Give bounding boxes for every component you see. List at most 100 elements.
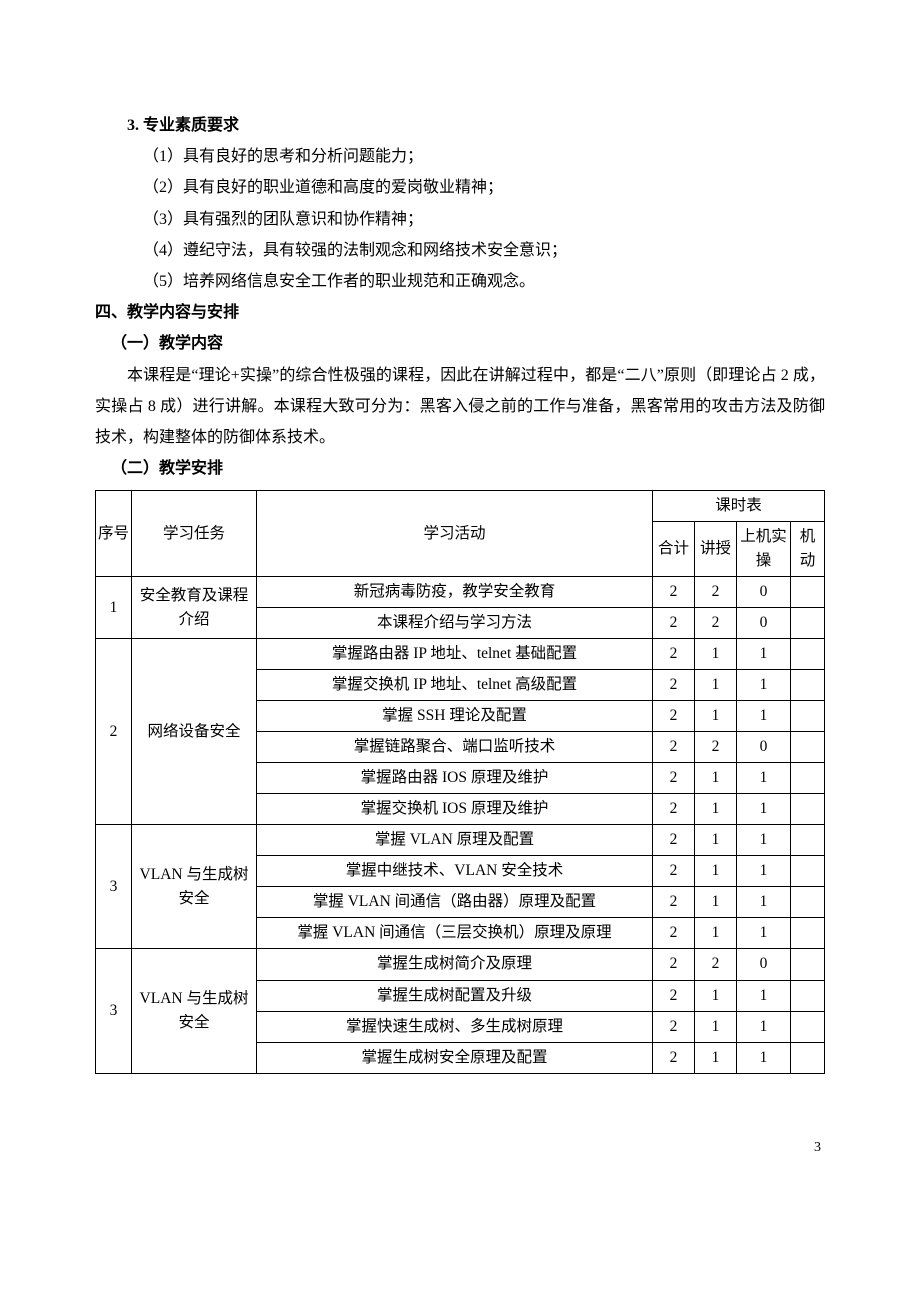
cell-lab: 1 (737, 670, 791, 701)
cell-total: 2 (653, 887, 695, 918)
header-flex: 机动 (791, 522, 825, 577)
cell-total: 2 (653, 608, 695, 639)
cell-task: VLAN 与生成树安全 (132, 825, 257, 949)
cell-lecture: 1 (695, 794, 737, 825)
cell-index: 3 (96, 825, 132, 949)
cell-total: 2 (653, 670, 695, 701)
cell-flex (791, 732, 825, 763)
cell-lecture: 1 (695, 825, 737, 856)
cell-lab: 1 (737, 1042, 791, 1073)
cell-lecture: 1 (695, 856, 737, 887)
header-schedule: 课时表 (653, 491, 825, 522)
cell-flex (791, 577, 825, 608)
cell-flex (791, 794, 825, 825)
cell-lab: 1 (737, 701, 791, 732)
cell-lecture: 1 (695, 639, 737, 670)
cell-total: 2 (653, 794, 695, 825)
cell-total: 2 (653, 918, 695, 949)
header-task: 学习任务 (132, 491, 257, 577)
cell-activity: 掌握交换机 IP 地址、telnet 高级配置 (257, 670, 653, 701)
cell-lecture: 2 (695, 949, 737, 980)
section3-item-1: （1）具有良好的思考和分析问题能力； (95, 141, 825, 172)
header-total: 合计 (653, 522, 695, 577)
cell-flex (791, 701, 825, 732)
table-row: 3VLAN 与生成树安全掌握生成树简介及原理220 (96, 949, 825, 980)
cell-flex (791, 639, 825, 670)
cell-task: 安全教育及课程介绍 (132, 577, 257, 639)
cell-task: 网络设备安全 (132, 639, 257, 825)
cell-lecture: 1 (695, 701, 737, 732)
section3-title: 3. 专业素质要求 (95, 110, 825, 141)
cell-lecture: 2 (695, 577, 737, 608)
cell-lecture: 1 (695, 918, 737, 949)
cell-total: 2 (653, 856, 695, 887)
cell-lab: 1 (737, 980, 791, 1011)
cell-lecture: 2 (695, 608, 737, 639)
cell-activity: 新冠病毒防疫，教学安全教育 (257, 577, 653, 608)
cell-total: 2 (653, 639, 695, 670)
schedule-table: 序号 学习任务 学习活动 课时表 合计 讲授 上机实操 机动 1安全教育及课程介… (95, 490, 825, 1073)
cell-activity: 掌握 VLAN 间通信（路由器）原理及配置 (257, 887, 653, 918)
cell-lab: 1 (737, 1011, 791, 1042)
cell-lecture: 2 (695, 732, 737, 763)
cell-flex (791, 1042, 825, 1073)
cell-total: 2 (653, 577, 695, 608)
header-lab: 上机实操 (737, 522, 791, 577)
cell-lab: 1 (737, 763, 791, 794)
cell-flex (791, 670, 825, 701)
cell-lecture: 1 (695, 980, 737, 1011)
header-index: 序号 (96, 491, 132, 577)
cell-lab: 1 (737, 794, 791, 825)
page-number: 3 (95, 1134, 825, 1161)
section3-item-5: （5）培养网络信息安全工作者的职业规范和正确观念。 (95, 266, 825, 297)
cell-total: 2 (653, 732, 695, 763)
cell-flex (791, 949, 825, 980)
cell-lecture: 1 (695, 670, 737, 701)
section3-item-3: （3）具有强烈的团队意识和协作精神； (95, 204, 825, 235)
cell-activity: 掌握 VLAN 原理及配置 (257, 825, 653, 856)
cell-total: 2 (653, 1042, 695, 1073)
cell-total: 2 (653, 980, 695, 1011)
cell-total: 2 (653, 825, 695, 856)
cell-lecture: 1 (695, 763, 737, 794)
cell-activity: 掌握快速生成树、多生成树原理 (257, 1011, 653, 1042)
cell-lab: 1 (737, 918, 791, 949)
cell-lab: 0 (737, 608, 791, 639)
cell-activity: 掌握生成树简介及原理 (257, 949, 653, 980)
cell-activity: 掌握生成树安全原理及配置 (257, 1042, 653, 1073)
section4-sub2-title: （二）教学安排 (95, 453, 825, 484)
cell-activity: 掌握 VLAN 间通信（三层交换机）原理及原理 (257, 918, 653, 949)
section4-sub1-para: 本课程是“理论+实操”的综合性极强的课程，因此在讲解过程中，都是“二八”原则（即… (95, 360, 825, 454)
cell-lecture: 1 (695, 1042, 737, 1073)
section4-title: 四、教学内容与安排 (95, 297, 825, 328)
cell-total: 2 (653, 763, 695, 794)
cell-activity: 本课程介绍与学习方法 (257, 608, 653, 639)
cell-flex (791, 887, 825, 918)
header-activity: 学习活动 (257, 491, 653, 577)
cell-flex (791, 763, 825, 794)
cell-lab: 0 (737, 949, 791, 980)
cell-activity: 掌握交换机 IOS 原理及维护 (257, 794, 653, 825)
cell-activity: 掌握生成树配置及升级 (257, 980, 653, 1011)
table-header-row-1: 序号 学习任务 学习活动 课时表 (96, 491, 825, 522)
cell-lab: 1 (737, 639, 791, 670)
cell-lab: 0 (737, 577, 791, 608)
cell-activity: 掌握链路聚合、端口监听技术 (257, 732, 653, 763)
cell-flex (791, 1011, 825, 1042)
cell-lecture: 1 (695, 887, 737, 918)
cell-lab: 1 (737, 825, 791, 856)
cell-total: 2 (653, 701, 695, 732)
cell-lab: 1 (737, 887, 791, 918)
cell-index: 1 (96, 577, 132, 639)
table-row: 2网络设备安全掌握路由器 IP 地址、telnet 基础配置211 (96, 639, 825, 670)
section3-item-2: （2）具有良好的职业道德和高度的爱岗敬业精神； (95, 172, 825, 203)
cell-lecture: 1 (695, 1011, 737, 1042)
cell-task: VLAN 与生成树安全 (132, 949, 257, 1073)
section4-sub1-title: （一）教学内容 (95, 328, 825, 359)
cell-flex (791, 608, 825, 639)
cell-index: 2 (96, 639, 132, 825)
cell-activity: 掌握路由器 IP 地址、telnet 基础配置 (257, 639, 653, 670)
section3-item-4: （4）遵纪守法，具有较强的法制观念和网络技术安全意识； (95, 235, 825, 266)
cell-index: 3 (96, 949, 132, 1073)
cell-lab: 0 (737, 732, 791, 763)
